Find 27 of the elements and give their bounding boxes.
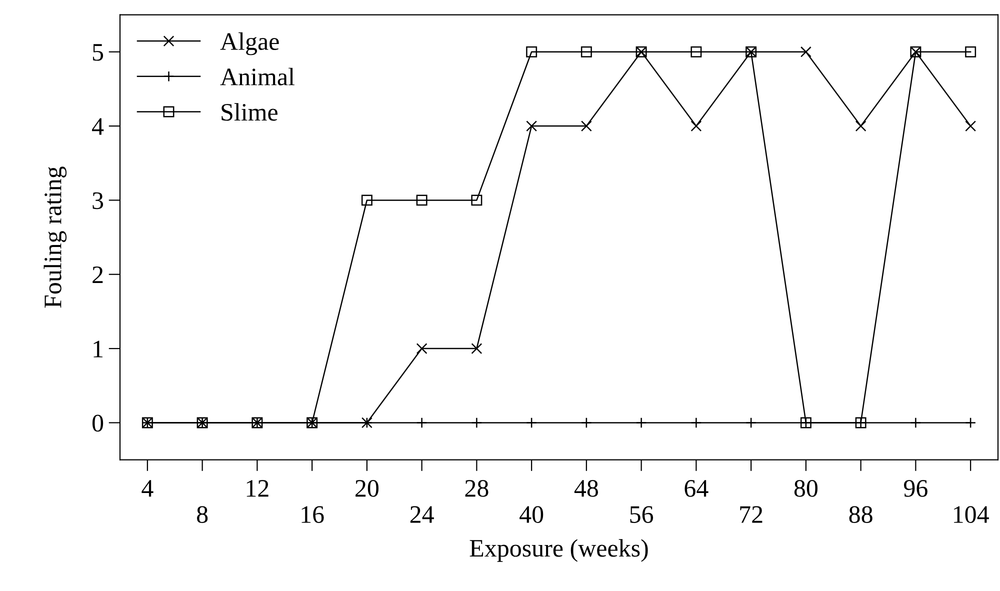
x-tick-label: 40 xyxy=(520,506,544,523)
y-tick-label: 3 xyxy=(92,192,104,210)
x-axis-title: Exposure (weeks) xyxy=(470,539,648,562)
x-tick-label: 24 xyxy=(410,506,434,523)
y-tick-label: 0 xyxy=(92,414,104,432)
y-tick-label: 5 xyxy=(92,44,104,61)
x-tick-label: 88 xyxy=(849,506,872,523)
x-tick-label: 20 xyxy=(356,480,378,497)
x-tick-label: 4 xyxy=(142,480,154,497)
x-tick-label: 56 xyxy=(630,506,654,523)
x-tick-label: 104 xyxy=(954,506,989,523)
y-axis-title: Fouling rating xyxy=(44,166,67,308)
x-tick-label: 64 xyxy=(684,480,708,497)
y-tick-label: 1 xyxy=(94,340,103,358)
x-tick-label: 96 xyxy=(904,480,928,497)
x-tick-label: 80 xyxy=(794,480,818,497)
x-tick-label: 48 xyxy=(574,480,598,497)
legend-label: Slime xyxy=(222,103,278,121)
x-tick-label: 12 xyxy=(246,480,268,497)
y-tick-label: 4 xyxy=(92,118,104,135)
legend-label: Animal xyxy=(220,68,294,86)
x-tick-label: 72 xyxy=(740,506,762,523)
x-tick-label: 8 xyxy=(197,506,208,523)
x-tick-label: 16 xyxy=(302,506,324,523)
y-tick-label: 2 xyxy=(92,266,103,284)
x-tick-label: 28 xyxy=(465,480,488,497)
legend-label: Algae xyxy=(220,32,279,56)
